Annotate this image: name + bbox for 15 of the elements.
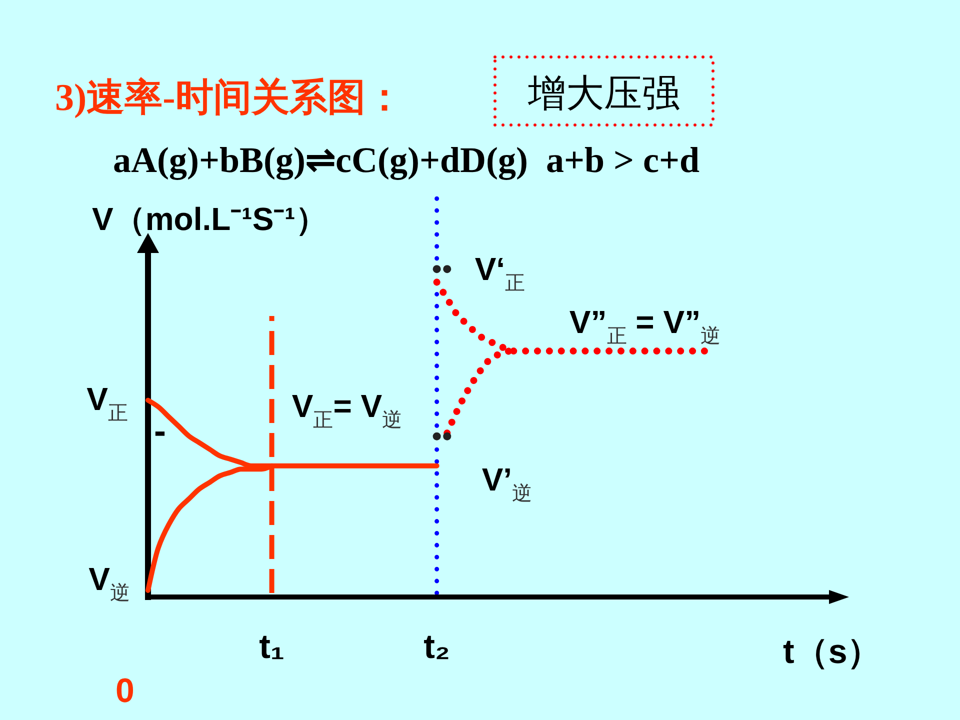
annotation: V”$_{正}$ = V”$_{逆}$	[569, 304, 721, 348]
text: V$_{正}$	[86, 381, 128, 425]
annotation: V‘$_{正}$	[474, 251, 526, 295]
text: V$_{逆}$	[88, 561, 130, 605]
chart-subtitle: aA(g)+bB(g)⇌cC(g)+dD(g) a+b > c+d	[113, 140, 700, 180]
chart-title: 3)速率-时间关系图：	[55, 76, 404, 119]
x-axis-title: t（s）	[783, 633, 882, 671]
annotation: -	[154, 410, 166, 451]
text: 增大压强	[527, 73, 680, 115]
x-tick-label: t₂	[424, 628, 450, 666]
x-tick-label: t₁	[259, 628, 284, 666]
annotation: V$_{正}$= V$_{逆}$	[292, 388, 402, 432]
text: 0	[116, 672, 134, 710]
y-axis-title: V（mol.L⁻¹S⁻¹）	[92, 201, 328, 237]
annotation: V’$_{逆}$	[482, 461, 532, 505]
